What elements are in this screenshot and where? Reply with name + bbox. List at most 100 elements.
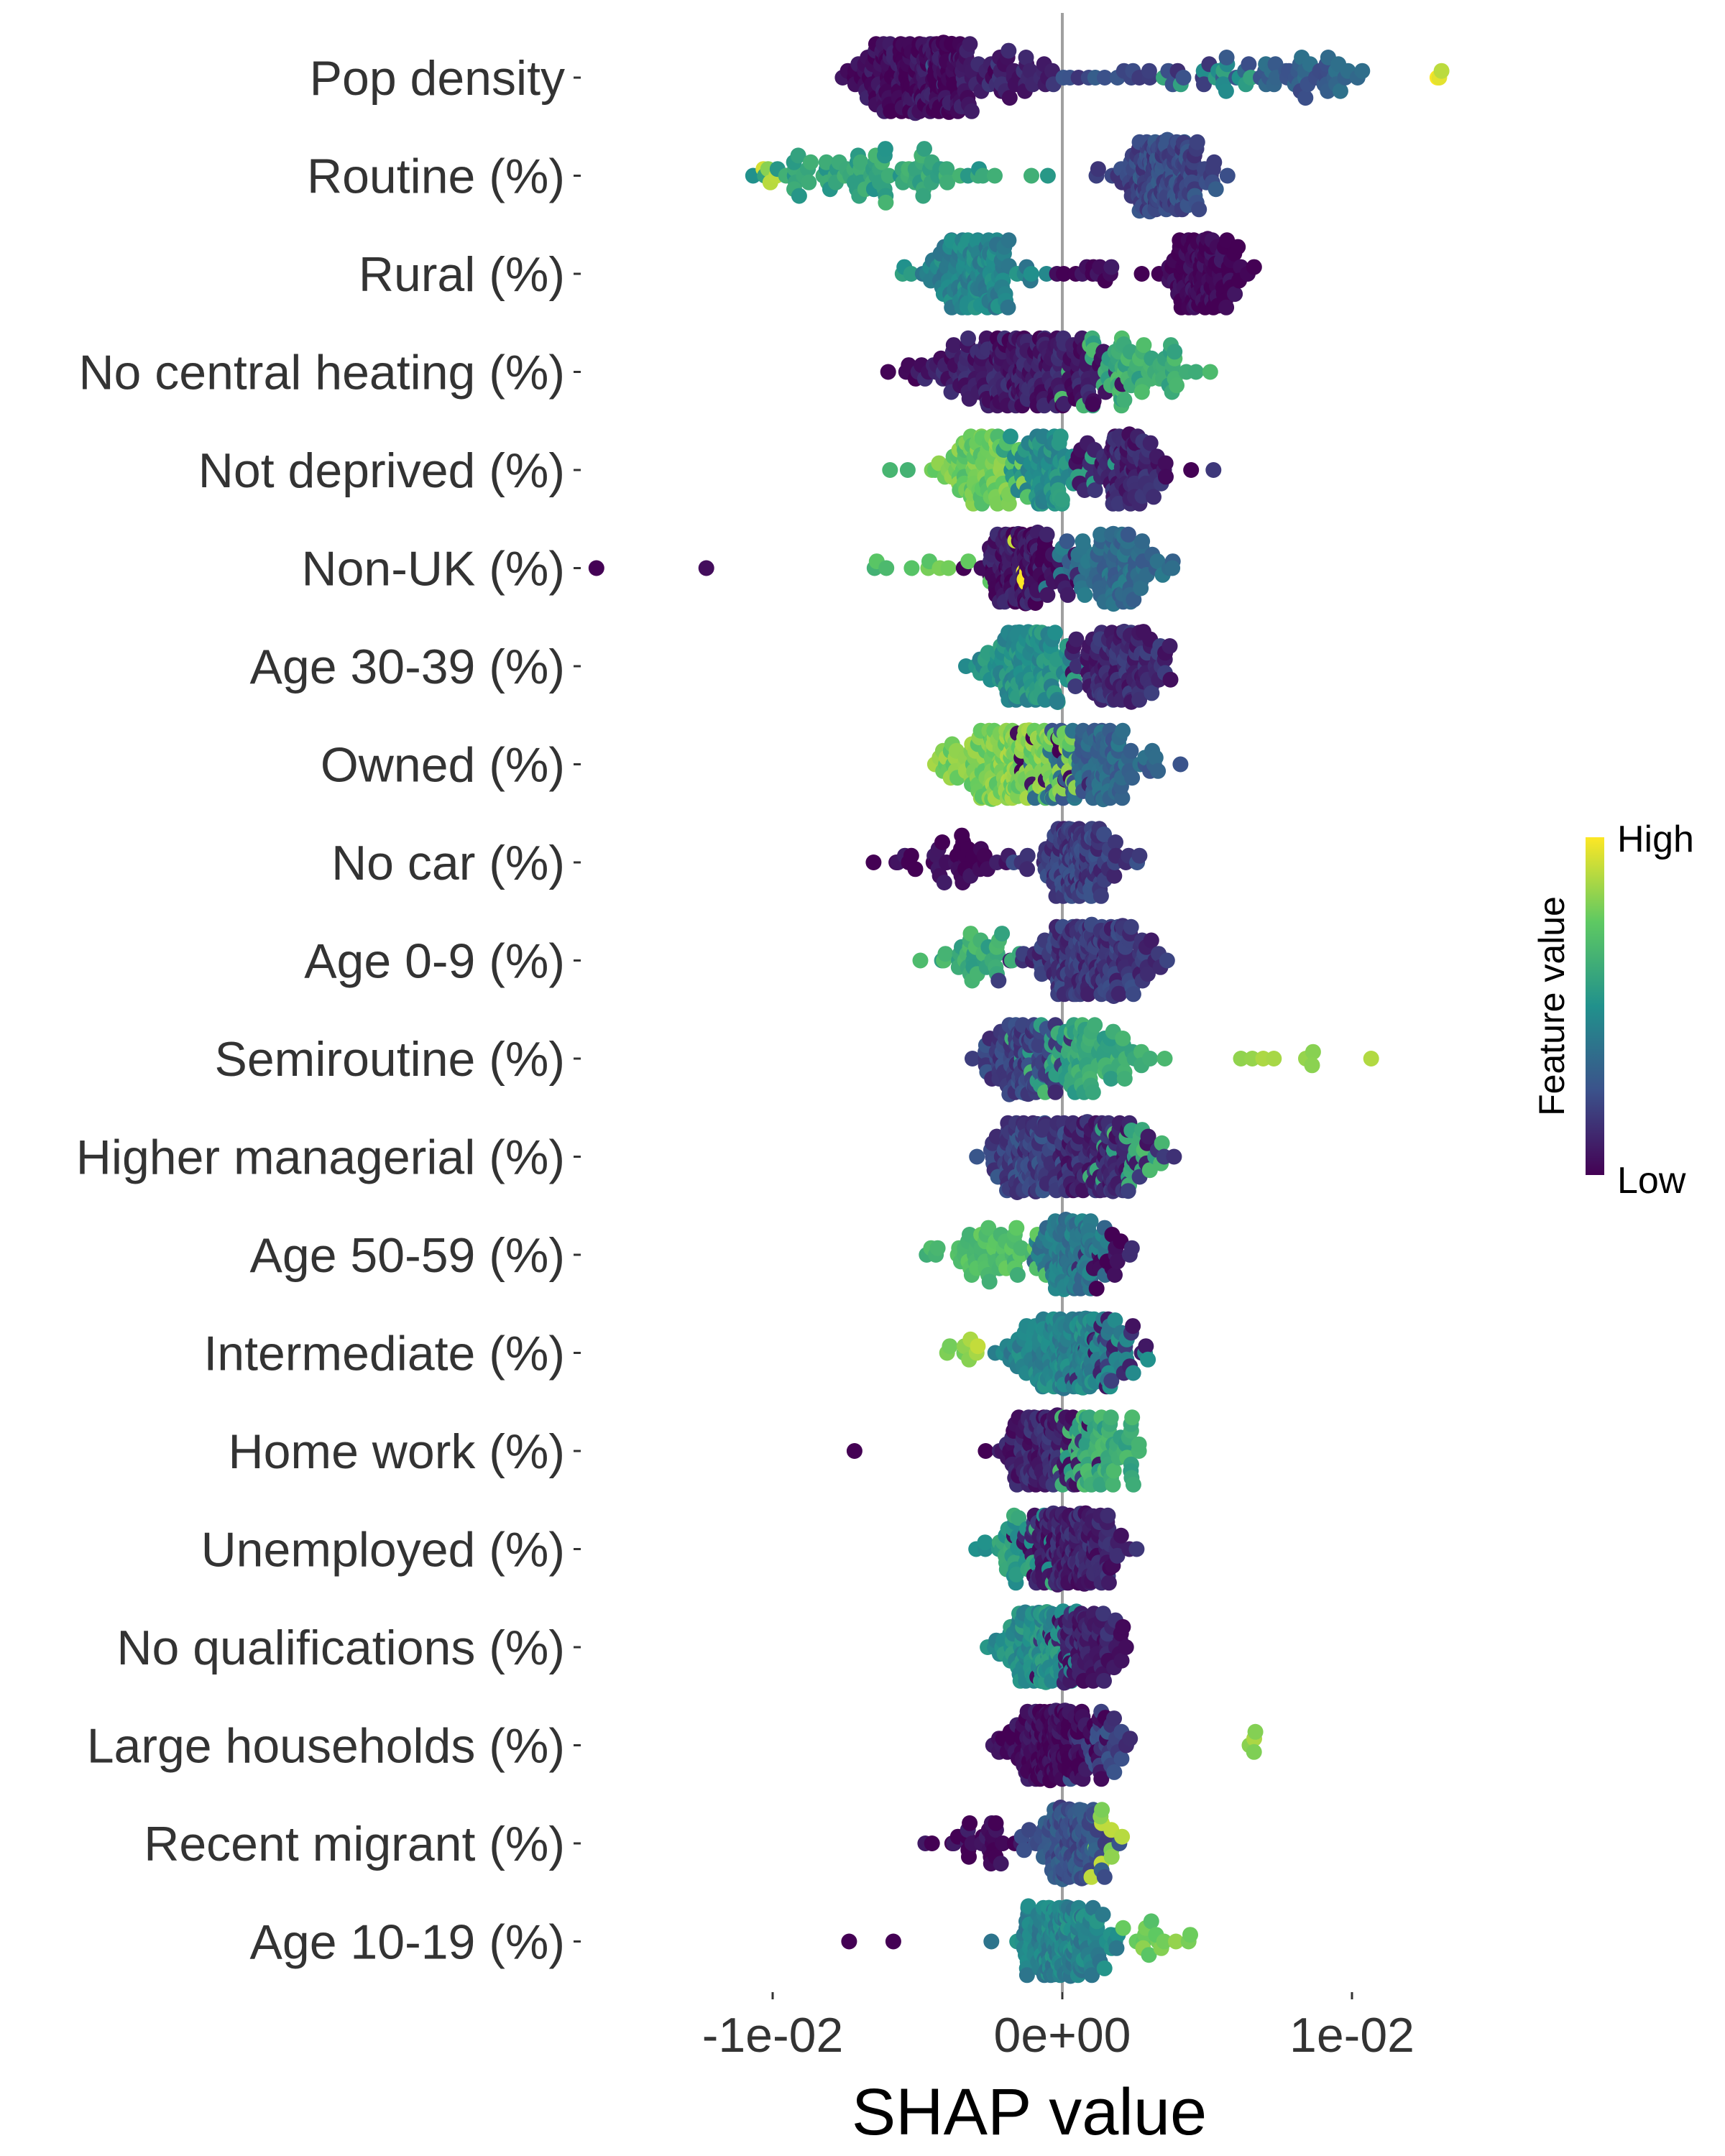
shap-point — [988, 1815, 1004, 1831]
shap-point — [1162, 671, 1179, 688]
feature-label: Recent migrant (%) — [144, 1817, 565, 1871]
shap-point — [1124, 1409, 1141, 1426]
shap-point — [1116, 392, 1133, 408]
shap-point — [987, 167, 1003, 184]
shap-point — [961, 1848, 977, 1865]
shap-point — [878, 194, 894, 211]
feature-label: No central heating (%) — [78, 346, 565, 400]
shap-point — [1039, 586, 1056, 603]
shap-point — [970, 1338, 986, 1355]
shap-point — [1182, 1927, 1198, 1943]
shap-point — [1090, 161, 1106, 178]
shap-point — [1246, 1743, 1262, 1760]
shap-point — [1146, 489, 1162, 505]
shap-point — [1191, 201, 1208, 218]
shap-point — [994, 926, 1011, 942]
shap-point — [846, 1443, 862, 1459]
shap-point — [937, 946, 954, 962]
shap-point — [1103, 259, 1120, 275]
shap-point — [983, 1933, 1000, 1950]
shap-point — [1189, 134, 1205, 150]
shap-point — [1354, 63, 1371, 79]
shap-point — [1120, 526, 1136, 543]
shap-point — [1332, 83, 1348, 99]
shap-point — [1133, 384, 1150, 400]
shap-point — [1039, 526, 1055, 543]
shap-point — [1103, 1409, 1119, 1426]
shap-point — [1018, 50, 1034, 65]
shap-point — [1087, 482, 1103, 498]
feature-label: Age 10-19 (%) — [250, 1915, 565, 1970]
shap-point — [1103, 1848, 1120, 1865]
shap-point — [1230, 239, 1246, 255]
shap-point — [1175, 70, 1192, 86]
shap-point — [1128, 1541, 1145, 1557]
shap-point — [1108, 1940, 1125, 1956]
shap-point — [1024, 167, 1039, 184]
shap-point — [588, 560, 604, 576]
shap-point — [1056, 266, 1072, 282]
shap-point — [865, 854, 882, 870]
shap-point — [1150, 763, 1167, 779]
shap-point — [841, 1933, 857, 1950]
shap-point — [1097, 70, 1113, 86]
shap-point — [1094, 1802, 1110, 1818]
shap-point — [1142, 1051, 1158, 1067]
shap-point — [1000, 299, 1016, 315]
shap-point — [877, 141, 893, 157]
shap-point — [1134, 533, 1151, 550]
shap-point — [880, 364, 896, 380]
shap-point — [1297, 90, 1314, 106]
shap-point — [1052, 428, 1069, 445]
shap-point — [1115, 1618, 1131, 1635]
feature-label: Home work (%) — [229, 1424, 566, 1479]
shap-point — [1141, 63, 1157, 79]
feature-label: Large households (%) — [87, 1719, 565, 1774]
shap-point — [878, 560, 895, 576]
shap-point — [1056, 395, 1072, 412]
feature-label: No qualifications (%) — [116, 1621, 565, 1675]
shap-point — [1106, 1710, 1122, 1727]
shap-point — [1246, 259, 1262, 275]
shap-point — [1218, 50, 1235, 65]
shap-point — [1266, 1051, 1282, 1067]
shap-point — [1001, 90, 1018, 106]
shap-point — [1133, 580, 1149, 596]
shap-point — [907, 861, 924, 877]
shap-point — [803, 154, 819, 170]
shap-point — [939, 161, 955, 178]
shap-point — [1136, 337, 1152, 354]
shap-points — [588, 34, 1450, 1984]
shap-point — [993, 1856, 1009, 1872]
shap-point — [885, 1933, 901, 1950]
shap-point — [1023, 266, 1039, 282]
shap-point — [1159, 952, 1175, 969]
shap-point — [1096, 1960, 1113, 1976]
shap-point — [929, 1240, 946, 1256]
feature-label: Non-UK (%) — [302, 542, 566, 596]
shap-point — [934, 834, 950, 850]
shap-point — [882, 462, 898, 478]
legend-low-label: Low — [1617, 1160, 1686, 1202]
shap-point — [962, 36, 978, 52]
shap-point — [899, 462, 916, 478]
feature-label: Intermediate (%) — [203, 1327, 565, 1381]
shap-point — [1092, 888, 1109, 904]
shap-point — [1122, 1731, 1138, 1747]
feature-label: Age 0-9 (%) — [304, 934, 565, 989]
x-tick-label: -1e-02 — [702, 2008, 844, 2063]
shap-point — [880, 167, 897, 184]
shap-point — [1113, 1527, 1129, 1544]
shap-point — [960, 330, 976, 346]
shap-point — [1008, 1220, 1025, 1236]
shap-point — [1123, 742, 1139, 759]
shap-point — [1124, 770, 1141, 786]
shap-point — [1115, 1920, 1131, 1936]
shap-point — [1095, 1907, 1111, 1923]
shap-point — [903, 266, 919, 282]
shap-point — [1100, 1575, 1117, 1591]
shap-point — [1113, 1652, 1130, 1669]
shap-point — [962, 1815, 978, 1831]
shap-point — [954, 827, 970, 844]
shap-point — [1096, 1869, 1113, 1885]
